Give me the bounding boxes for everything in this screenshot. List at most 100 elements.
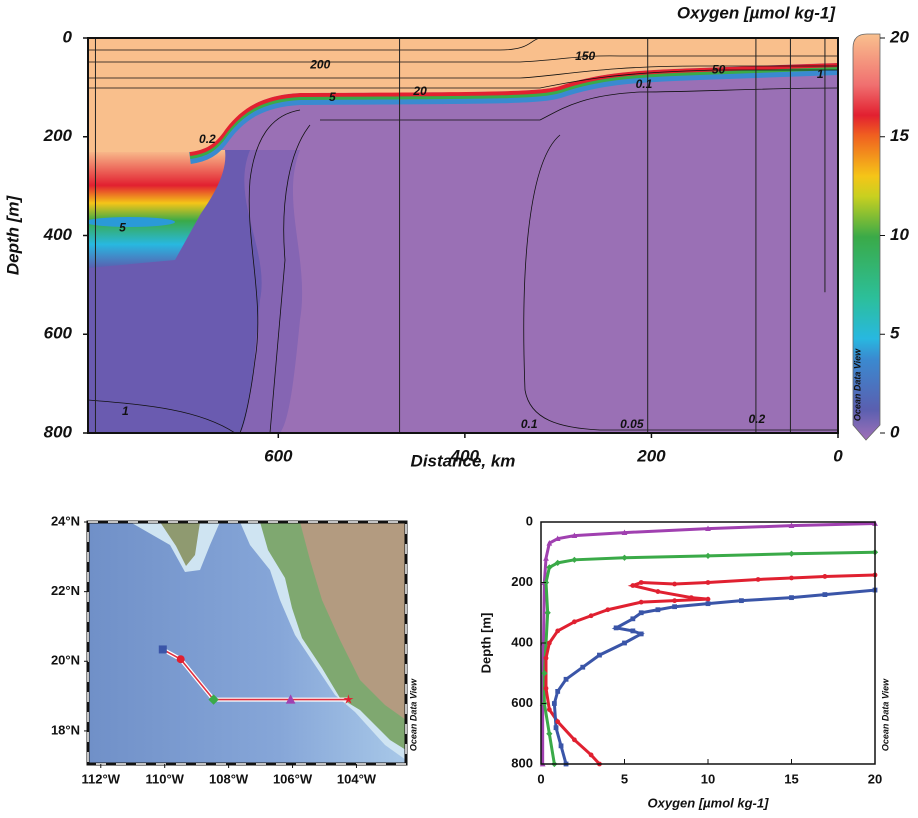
- page: {"chart_data":[ {"type":"section","title…: [0, 0, 918, 818]
- colorbar-tick-label: 5: [890, 324, 900, 343]
- x-axis-label: Distance, km: [411, 451, 516, 470]
- marker: [597, 653, 602, 658]
- contour-label: 0.2: [748, 412, 765, 426]
- marker: [639, 610, 644, 615]
- chart-title: Oxygen [µmol kg-1]: [677, 3, 836, 22]
- marker: [823, 592, 828, 597]
- x-tick-label: 110°W: [145, 771, 184, 786]
- marker: [605, 607, 610, 612]
- colorbar-tick-label: 0: [890, 422, 900, 441]
- watermark: Ocean Data View: [852, 348, 862, 421]
- x-tick-label: 5: [621, 771, 628, 786]
- marker: [159, 645, 167, 653]
- marker: [589, 613, 594, 618]
- marker: [689, 595, 694, 600]
- marker: [555, 629, 560, 634]
- marker: [621, 555, 627, 561]
- marker: [559, 743, 564, 748]
- profile-data: [543, 524, 875, 764]
- contour-label: 20: [412, 84, 427, 98]
- marker: [672, 604, 677, 609]
- marker: [580, 665, 585, 670]
- marker: [564, 677, 569, 682]
- contour-label: 1: [817, 67, 824, 81]
- marker: [630, 629, 635, 634]
- x-tick-label: 200: [636, 446, 666, 465]
- y-tick-label: 400: [43, 225, 73, 244]
- marker: [572, 619, 577, 624]
- y-tick-label: 200: [511, 574, 533, 589]
- y-tick-label: 800: [44, 422, 73, 441]
- x-tick-label: 600: [264, 446, 293, 465]
- marker: [555, 719, 560, 724]
- colorbar-tick-label: 15: [890, 126, 909, 145]
- y-tick-label: 0: [63, 27, 73, 46]
- y-axis-label: Depth [m]: [478, 613, 493, 674]
- map-background: [88, 522, 406, 764]
- marker: [706, 580, 711, 585]
- marker: [572, 737, 577, 742]
- contour-label: 200: [309, 57, 330, 71]
- profile-line: [554, 590, 875, 764]
- marker: [614, 625, 619, 630]
- contour-label: 0.1: [636, 77, 653, 91]
- y-tick-label: 18°N: [51, 722, 80, 737]
- x-tick-label: 112°W: [82, 771, 121, 786]
- marker: [789, 595, 794, 600]
- contour-label: 50: [712, 62, 726, 76]
- y-tick-label: 0: [526, 513, 533, 528]
- y-tick-label: 20°N: [51, 653, 80, 668]
- marker: [706, 601, 711, 606]
- watermark: Ocean Data View: [880, 678, 890, 751]
- marker: [552, 701, 557, 706]
- oxygen-field: [85, 38, 838, 433]
- marker: [639, 632, 644, 637]
- marker: [706, 597, 711, 602]
- marker: [554, 725, 559, 730]
- y-axis-label: Depth [m]: [3, 195, 22, 276]
- y-tick-label: 400: [511, 634, 533, 649]
- marker: [672, 598, 677, 603]
- marker: [656, 607, 661, 612]
- y-tick-label: 600: [511, 695, 533, 710]
- marker: [545, 610, 551, 616]
- contour-label: 1: [122, 404, 129, 418]
- watermark: Ocean Data View: [408, 678, 418, 751]
- marker: [639, 580, 644, 585]
- marker: [756, 577, 761, 582]
- x-axis-label: Oxygen [µmol kg-1]: [648, 795, 770, 810]
- figure: 2001505010.12050.2510.10.050.26004002000…: [0, 0, 918, 818]
- x-tick-label: 108°W: [209, 771, 249, 786]
- marker: [823, 574, 828, 579]
- marker: [546, 731, 552, 737]
- marker: [177, 655, 185, 663]
- marker: [639, 600, 644, 605]
- contour-label: 0.05: [620, 417, 644, 431]
- marker: [547, 707, 552, 712]
- contour-label: 0.1: [521, 417, 538, 431]
- x-tick-label: 0: [833, 446, 843, 465]
- x-tick-label: 15: [784, 771, 798, 786]
- marker: [589, 753, 594, 758]
- contour-label: 0.2: [199, 132, 216, 146]
- marker: [544, 686, 549, 691]
- x-tick-label: 10: [701, 771, 715, 786]
- colorbar-tick-label: 10: [890, 225, 909, 244]
- y-tick-label: 800: [511, 755, 533, 770]
- contour-label: 5: [329, 90, 336, 104]
- marker: [672, 582, 677, 587]
- y-tick-label: 22°N: [51, 583, 80, 598]
- x-tick-label: 106°W: [273, 771, 313, 786]
- y-tick-label: 24°N: [51, 513, 80, 528]
- marker: [789, 576, 794, 581]
- y-tick-label: 200: [43, 126, 73, 145]
- marker: [571, 557, 577, 563]
- contour-label: 150: [575, 49, 595, 63]
- marker: [555, 689, 560, 694]
- marker: [705, 553, 711, 559]
- marker: [788, 551, 794, 557]
- marker: [739, 598, 744, 603]
- contour-label: 5: [119, 220, 126, 234]
- x-tick-label: 20: [868, 771, 882, 786]
- y-tick-label: 600: [44, 324, 73, 343]
